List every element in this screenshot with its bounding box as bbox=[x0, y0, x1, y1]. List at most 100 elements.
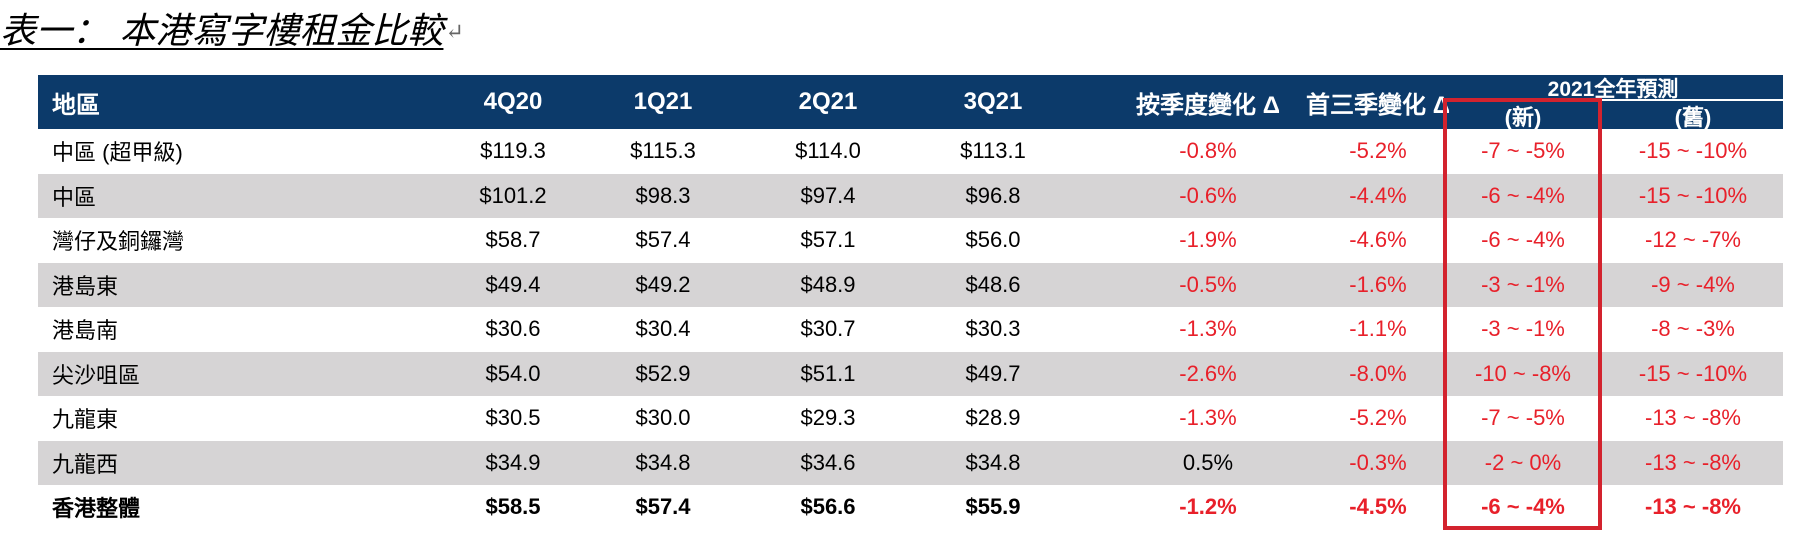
cell-new: -7 ~ -5% bbox=[1481, 138, 1565, 163]
header-forecast-label: 2021全年預測 bbox=[1547, 78, 1679, 101]
cell-new: -2 ~ 0% bbox=[1484, 449, 1562, 475]
cell-q3q21: $48.6 bbox=[965, 271, 1021, 297]
cell-q2q21: $30.7 bbox=[800, 316, 856, 341]
cell-ytd: -5.2% bbox=[1349, 138, 1407, 163]
cell-ytd: -1.6% bbox=[1349, 271, 1407, 297]
cell-q4q20: $58.5 bbox=[485, 494, 541, 519]
header-1q21: 1Q21 bbox=[633, 88, 693, 115]
table-header: 地區 4Q20 1Q21 2Q21 3Q21 按季度變化 Δ 首三季變化 Δ 2… bbox=[38, 75, 1783, 130]
cell-q1q21: $30.4 bbox=[635, 316, 691, 341]
cell-q3q21: $113.1 bbox=[960, 138, 1026, 163]
cell-qoq: 0.5% bbox=[1182, 449, 1234, 475]
cell-q1q21: $34.8 bbox=[635, 449, 691, 475]
cell-q2q21: $29.3 bbox=[800, 405, 856, 430]
paragraph-mark-icon: ↵ bbox=[445, 20, 464, 45]
table-row: 九龍東 $30.5 $30.0 $29.3 $28.9 -1.3% -5.2% -7 ~ -5… bbox=[38, 396, 1783, 441]
cell-qoq: -0.8% bbox=[1179, 138, 1237, 163]
header-3q21: 3Q21 bbox=[963, 88, 1023, 115]
cell-new: -6 ~ -4% bbox=[1481, 494, 1565, 519]
cell-q3q21: $55.9 bbox=[965, 494, 1021, 519]
cell-qoq: -2.6% bbox=[1179, 360, 1237, 386]
cell-region: 九龍東 bbox=[52, 407, 119, 432]
cell-old: -15 ~ -10% bbox=[1638, 138, 1748, 163]
table-row: 港島東 $49.4 $49.2 $48.9 $48.6 -0.5% -1.6% -3 ~ -1… bbox=[38, 262, 1783, 307]
cell-q1q21: $115.3 bbox=[630, 138, 696, 163]
header-ytd: 首三季變化 Δ bbox=[1306, 91, 1450, 119]
cell-q4q20: $34.9 bbox=[485, 449, 541, 475]
cell-region: 香港整體 bbox=[52, 496, 141, 521]
cell-q2q21: $48.9 bbox=[800, 271, 856, 297]
cell-qoq: -1.2% bbox=[1179, 494, 1237, 519]
header-2q21: 2Q21 bbox=[798, 88, 858, 115]
cell-q3q21: $49.7 bbox=[965, 360, 1021, 386]
cell-q4q20: $101.2 bbox=[479, 182, 547, 208]
cell-q3q21: $28.9 bbox=[965, 405, 1021, 430]
cell-q3q21: $34.8 bbox=[965, 449, 1021, 475]
header-forecast-group: 2021全年預測 (新) (舊) bbox=[1443, 75, 1783, 130]
document-title: 表一： 本港寫字樓租金比較↵ bbox=[0, 2, 464, 52]
cell-old: -13 ~ -8% bbox=[1645, 494, 1741, 519]
cell-q3q21: $30.3 bbox=[965, 316, 1021, 341]
cell-q4q20: $49.4 bbox=[485, 271, 541, 297]
cell-new: -7 ~ -5% bbox=[1481, 405, 1565, 430]
table-row: 九龍西 $34.9 $34.8 $34.6 $34.8 0.5% -0.3% -2 ~ 0% -… bbox=[38, 440, 1783, 485]
cell-old: -15 ~ -10% bbox=[1638, 360, 1748, 386]
cell-q2q21: $114.0 bbox=[795, 138, 861, 163]
cell-q4q20: $119.3 bbox=[480, 138, 546, 163]
cell-q4q20: $54.0 bbox=[485, 360, 541, 386]
cell-old: -8 ~ -3% bbox=[1651, 316, 1735, 341]
cell-region: 港島東 bbox=[52, 273, 119, 299]
cell-old: -12 ~ -7% bbox=[1645, 227, 1741, 252]
cell-q3q21: $96.8 bbox=[965, 182, 1021, 208]
cell-region: 中區 bbox=[52, 184, 97, 210]
cell-q2q21: $56.6 bbox=[800, 494, 856, 519]
cell-q4q20: $58.7 bbox=[485, 227, 541, 252]
cell-region: 中區 (超甲級) bbox=[52, 140, 183, 165]
cell-q1q21: $49.2 bbox=[635, 271, 691, 297]
cell-old: -13 ~ -8% bbox=[1645, 405, 1741, 430]
cell-qoq: -1.3% bbox=[1179, 405, 1237, 430]
table-row: 灣仔及銅鑼灣 $58.7 $57.4 $57.1 $56.0 -1.9% -4.6% -6 ~… bbox=[38, 218, 1783, 263]
table-row: 中區 (超甲級) $119.3 $115.3 $114.0 $113.1 -0.8% -5.… bbox=[38, 129, 1783, 174]
header-forecast-new: (新) bbox=[1504, 104, 1542, 130]
cell-region: 港島南 bbox=[52, 318, 119, 343]
cell-qoq: -0.5% bbox=[1179, 271, 1237, 297]
cell-q2q21: $97.4 bbox=[800, 182, 856, 208]
cell-qoq: -1.9% bbox=[1179, 227, 1237, 252]
cell-q3q21: $56.0 bbox=[965, 227, 1021, 252]
cell-region: 尖沙咀區 bbox=[52, 362, 141, 388]
cell-region: 灣仔及銅鑼灣 bbox=[52, 229, 185, 254]
cell-ytd: -4.5% bbox=[1349, 494, 1407, 519]
cell-q4q20: $30.5 bbox=[485, 405, 541, 430]
cell-region: 九龍西 bbox=[52, 451, 119, 477]
title-text: 表一： 本港寫字樓租金比較 bbox=[0, 11, 444, 52]
cell-new: -6 ~ -4% bbox=[1481, 182, 1565, 208]
cell-ytd: -4.4% bbox=[1349, 182, 1407, 208]
cell-q1q21: $57.4 bbox=[635, 494, 691, 519]
cell-old: -15 ~ -10% bbox=[1638, 182, 1748, 208]
cell-q1q21: $57.4 bbox=[635, 227, 691, 252]
rent-comparison-table: 地區 4Q20 1Q21 2Q21 3Q21 按季度變化 Δ 首三季變化 Δ 2… bbox=[38, 75, 1783, 530]
cell-ytd: -0.3% bbox=[1349, 449, 1407, 475]
table-row: 香港整體 $58.5 $57.4 $56.6 $55.9 -1.2% -4.5% -6 ~ -… bbox=[38, 485, 1783, 530]
header-forecast-divider bbox=[1443, 99, 1783, 101]
cell-q1q21: $52.9 bbox=[635, 360, 691, 386]
header-qoq: 按季度變化 Δ bbox=[1136, 91, 1280, 119]
cell-ytd: -1.1% bbox=[1349, 316, 1407, 341]
cell-q1q21: $30.0 bbox=[635, 405, 691, 430]
table-row: 港島南 $30.6 $30.4 $30.7 $30.3 -1.3% -1.1% -3 ~ -1… bbox=[38, 307, 1783, 352]
cell-q4q20: $30.6 bbox=[485, 316, 541, 341]
cell-old: -13 ~ -8% bbox=[1645, 449, 1741, 475]
cell-qoq: -1.3% bbox=[1179, 316, 1237, 341]
cell-q2q21: $51.1 bbox=[800, 360, 856, 386]
header-region: 地區 bbox=[52, 91, 100, 119]
cell-qoq: -0.6% bbox=[1179, 182, 1237, 208]
cell-old: -9 ~ -4% bbox=[1651, 271, 1735, 297]
cell-q1q21: $98.3 bbox=[635, 182, 691, 208]
cell-ytd: -5.2% bbox=[1349, 405, 1407, 430]
table-body: 中區 (超甲級) $119.3 $115.3 $114.0 $113.1 -0.8% -5.… bbox=[38, 129, 1783, 530]
cell-ytd: -8.0% bbox=[1349, 360, 1407, 386]
cell-new: -10 ~ -8% bbox=[1475, 360, 1571, 386]
cell-new: -6 ~ -4% bbox=[1481, 227, 1565, 252]
header-forecast-old: (舊) bbox=[1674, 104, 1712, 130]
